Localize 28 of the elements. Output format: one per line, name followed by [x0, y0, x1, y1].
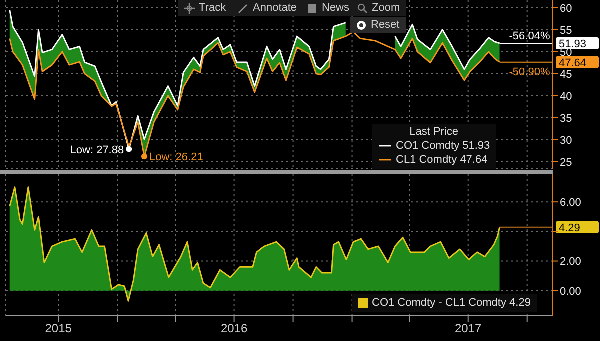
annotation: Low: 27.88: [70, 144, 124, 156]
y-tick-label: 55: [560, 24, 572, 37]
y-tick-label: 6.00: [560, 197, 582, 210]
x-tick-label: 2015: [45, 322, 72, 336]
y-tick-label: 60: [560, 2, 572, 15]
y-tick-label: 30: [560, 134, 572, 147]
y-tick-label: 0.00: [560, 286, 582, 298]
annotation: Zoom: [372, 2, 400, 14]
annotation: -50.90%: [509, 66, 550, 78]
legend-label: CL1 Comdty 47.64: [396, 153, 488, 167]
y-tick-label: 35: [560, 112, 572, 125]
annotation: Low: 26.21: [150, 152, 204, 164]
annotation: News: [322, 2, 350, 14]
annotation: Annotate: [253, 2, 298, 14]
legend-label: CO1 Comdty 51.93: [396, 139, 490, 153]
y-tick-label: 2.00: [560, 256, 582, 268]
annotation: -56.04%: [509, 30, 550, 42]
legend-label: CO1 Comdty - CL1 Comdty 4.29: [372, 296, 531, 310]
x-tick-label: 2016: [220, 322, 248, 336]
ref-line-label: 47.64: [559, 57, 587, 70]
x-tick-label: 2017: [455, 322, 482, 336]
annotation: Track: [199, 2, 226, 14]
y-tick-label: 25: [560, 156, 572, 169]
y-tick-label: 45: [560, 68, 572, 81]
y-tick-label: 40: [560, 90, 572, 103]
ref-line-label: 4.29: [559, 222, 580, 234]
annotation: Reset: [371, 19, 400, 31]
legend-title: Last Price: [408, 126, 460, 138]
